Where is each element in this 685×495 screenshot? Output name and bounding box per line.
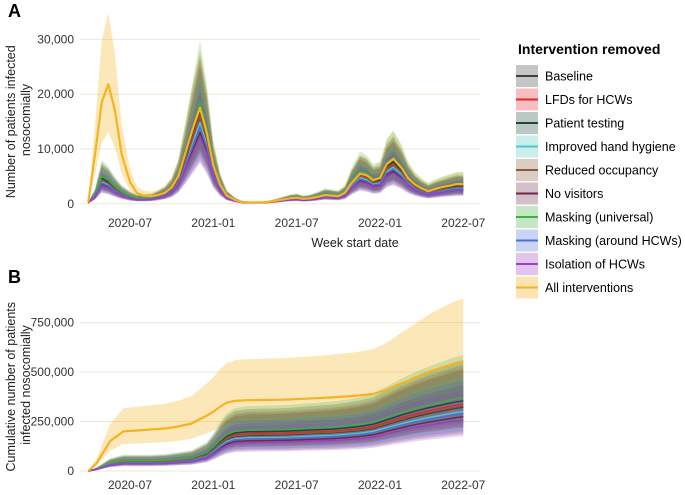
legend-item-baseline: Baseline <box>516 65 593 87</box>
panel-a-y-tick-label: 0 <box>67 197 74 211</box>
legend-label: Improved hand hygiene <box>545 140 676 154</box>
panel-b-x-tick-labels: 2020-07 2021-01 2021-07 2022-01 2022-07 <box>108 478 486 492</box>
panel-b-line-all-interventions <box>87 360 464 472</box>
legend-item-masking-universal: Masking (universal) <box>516 206 653 228</box>
panel-a-band-all-interventions <box>88 12 464 204</box>
panel-a: A 0 10,000 20,000 30,000 2020-07 2021-01 2021… <box>4 1 486 250</box>
panel-a-x-tick-label: 2021-01 <box>191 216 235 230</box>
panel-b-band-baseline <box>88 370 464 471</box>
legend-label: Baseline <box>545 70 593 84</box>
panel-a-y-tick-label: 20,000 <box>37 87 74 101</box>
legend-label: Isolation of HCWs <box>545 258 645 272</box>
legend-label: LFDs for HCWs <box>545 93 633 107</box>
panel-b-band-lfds-for-hcws <box>88 365 464 471</box>
panel-a-y-axis-title: Number of patients infected nosocomially <box>4 42 33 198</box>
legend: Intervention removed Baseline LFDs for HC… <box>516 41 682 299</box>
panel-b-line-masking-around-hcws <box>88 412 464 472</box>
panel-b-band-all-interventions <box>88 298 464 471</box>
panel-a-x-axis-title: Week start date <box>311 236 398 250</box>
panel-a-y-tick-label: 10,000 <box>37 142 74 156</box>
panel-b-line-reduced-occupancy <box>88 405 464 472</box>
panel-b-band-masking-universal <box>88 355 464 471</box>
legend-item-no-visitors: No visitors <box>516 182 603 205</box>
panel-a-y-axis-title-line-1: Number of patients infected <box>4 45 18 198</box>
panel-a-x-tick-label: 2020-07 <box>108 216 152 230</box>
legend-title: Intervention removed <box>518 41 660 57</box>
panel-b-band-no-visitors <box>88 385 464 471</box>
panel-a-y-tick-labels: 0 10,000 20,000 30,000 <box>37 32 74 210</box>
panel-b-band-masking-around-hcws <box>88 380 464 471</box>
panel-b-band-patient-testing <box>88 360 464 471</box>
legend-item-all-interventions: All interventions <box>516 276 633 299</box>
panel-b-x-tick-label: 2022-07 <box>441 478 485 492</box>
legend-label: All interventions <box>545 281 633 295</box>
panel-b-label: B <box>8 267 21 287</box>
legend-item-patient-testing: Patient testing <box>516 112 624 134</box>
panel-a-x-tick-labels: 2020-07 2021-01 2021-07 2022-01 2022-07 <box>108 216 486 230</box>
panel-b-y-axis-title: Cumulative number of patients infected n… <box>4 298 33 471</box>
panel-b-band-reduced-occupancy <box>88 368 464 471</box>
legend-label: Masking (around HCWs) <box>545 234 682 248</box>
panel-a-band-isolation-of-hcws <box>88 95 464 204</box>
panel-a-gridlines <box>80 38 480 205</box>
legend-item-masking-around-hcws: Masking (around HCWs) <box>516 229 682 252</box>
panel-b-y-tick-label: 750,000 <box>31 316 75 330</box>
panel-a-y-axis-title-line-2: nosocomially <box>19 83 33 156</box>
legend-items: Baseline LFDs for HCWs Patient testing Impr… <box>516 65 682 299</box>
legend-item-reduced-occupancy: Reduced occupancy <box>516 159 659 181</box>
panel-b-uncertainty-bands <box>88 298 464 471</box>
panel-b-band-improved-hand-hygiene <box>88 377 464 471</box>
panel-b-y-axis-title-line-2: infected nosocomially <box>19 325 33 445</box>
panel-a-x-tick-label: 2022-07 <box>441 216 485 230</box>
panel-a-label: A <box>8 1 21 21</box>
legend-label: No visitors <box>545 187 603 201</box>
panel-b-line-masking-universal <box>88 396 464 472</box>
panel-b-x-tick-label: 2020-07 <box>108 478 152 492</box>
panel-b-y-tick-label: 500,000 <box>31 365 75 379</box>
panel-a-x-tick-label: 2022-01 <box>358 216 402 230</box>
legend-label: Reduced occupancy <box>545 164 659 178</box>
panel-a-series-lines <box>87 83 464 204</box>
panel-b-x-tick-label: 2022-01 <box>358 478 402 492</box>
panel-b-band-isolation-of-hcws <box>88 390 464 471</box>
panel-b-gridlines <box>80 322 480 472</box>
panel-b-x-tick-label: 2021-01 <box>191 478 235 492</box>
panel-b-x-tick-label: 2021-07 <box>275 478 319 492</box>
panel-b-line-isolation-of-hcws <box>88 419 464 472</box>
legend-item-isolation-of-hcws: Isolation of HCWs <box>516 253 645 275</box>
panel-b-y-axis-title-line-1: Cumulative number of patients <box>4 302 18 472</box>
panel-a-y-tick-label: 30,000 <box>37 32 74 46</box>
panel-a-line-all-interventions <box>87 83 464 204</box>
panel-a-x-tick-label: 2021-07 <box>275 216 319 230</box>
legend-item-improved-hand-hygiene: Improved hand hygiene <box>516 135 676 158</box>
panel-b-y-tick-label: 0 <box>67 464 74 478</box>
panel-b-y-tick-label: 250,000 <box>31 415 75 429</box>
panel-b-y-tick-labels: 0 250,000 500,000 750,000 <box>31 316 75 478</box>
legend-label: Patient testing <box>545 117 624 131</box>
panel-b-series-lines <box>87 360 464 472</box>
legend-item-lfds-for-hcws: LFDs for HCWs <box>516 88 633 111</box>
legend-label: Masking (universal) <box>545 211 653 225</box>
